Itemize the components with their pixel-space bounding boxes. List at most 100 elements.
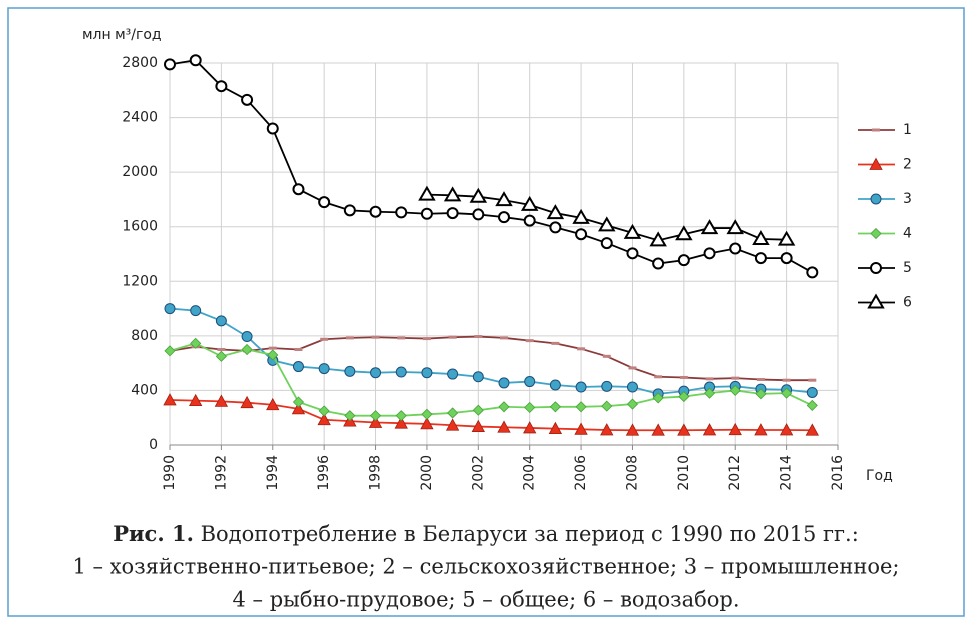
marker [806,386,818,398]
marker [549,401,561,413]
marker [700,219,719,235]
marker [163,393,177,406]
series-line [169,399,813,432]
marker [241,343,253,356]
marker [675,225,693,241]
y-tick-label: 800 [131,328,158,344]
marker [549,221,562,234]
x-tick-label: 2002 [470,455,486,491]
marker [368,415,383,428]
y-tick-label: 1200 [122,273,158,289]
marker [523,421,537,434]
legend-label: 2 [903,157,912,173]
y-tick-label: 1600 [122,219,158,235]
marker [652,257,665,270]
marker [266,397,280,411]
marker [779,423,794,436]
marker [524,401,536,414]
marker [728,422,742,436]
legend-label: 4 [903,226,912,242]
caption-line: 4 – рыбно-прудовое; 5 – общее; 6 – водоз… [232,588,739,612]
marker [292,396,305,408]
legend-label: 3 [903,191,912,207]
marker [317,412,331,426]
marker [498,401,510,413]
marker [447,407,459,419]
marker [472,404,484,416]
legend-label: 5 [903,260,912,276]
series-line [169,307,813,395]
marker [780,252,793,265]
marker [678,391,690,403]
legend-marker [870,262,882,274]
caption-line: Рис. 1. Водопотребление в Беларуси за пе… [113,521,859,546]
marker [445,418,460,431]
legend-marker [870,227,882,240]
marker [600,423,614,436]
x-tick-label: 1992 [213,455,229,491]
caption-line: 1 – хозяйственно-питьевое; 2 – сельскохо… [73,555,900,579]
x-axis-label: Год [866,468,893,484]
series-line [169,335,813,382]
marker [754,252,767,265]
frame [7,7,965,617]
marker [649,231,667,247]
marker [575,228,588,241]
x-tick-label: 1990 [162,455,178,491]
x-tick-label: 2004 [522,455,538,491]
marker [575,401,587,413]
marker [729,242,742,255]
marker [189,54,202,67]
y-axis-label: млн м³/год [82,27,162,43]
marker [469,187,488,203]
legend-marker [870,193,882,205]
marker [574,422,588,435]
marker [524,376,536,388]
y-tick-label: 2000 [122,164,158,180]
marker [805,423,819,436]
x-tick-label: 2016 [830,455,846,491]
x-tick-label: 2014 [779,455,795,491]
marker [421,408,433,420]
marker [446,207,459,220]
marker [652,392,664,404]
marker [421,367,433,379]
marker [781,387,793,399]
marker [214,394,229,407]
marker [497,420,511,433]
x-tick-label: 2012 [727,455,743,491]
marker [344,365,356,377]
y-tick-label: 2800 [122,55,158,71]
marker [394,416,408,429]
marker [702,423,717,436]
marker [164,303,176,315]
marker [369,205,382,218]
marker [189,393,203,407]
marker [520,195,539,211]
marker [754,423,768,436]
marker [546,204,565,220]
marker [806,266,819,279]
marker [726,219,744,235]
marker [292,361,304,373]
marker [164,345,176,357]
marker [777,230,796,246]
marker [240,395,254,409]
marker [601,380,613,392]
marker [626,398,639,410]
marker [729,384,741,396]
marker [677,254,690,267]
marker [575,381,587,393]
x-tick-label: 1994 [265,455,281,491]
marker [626,381,638,393]
marker [395,366,407,378]
marker [752,230,770,245]
marker [267,349,279,361]
marker [318,363,330,375]
series-line [169,59,813,274]
marker [703,247,716,260]
x-tick-label: 2000 [419,455,435,491]
marker [625,423,640,436]
